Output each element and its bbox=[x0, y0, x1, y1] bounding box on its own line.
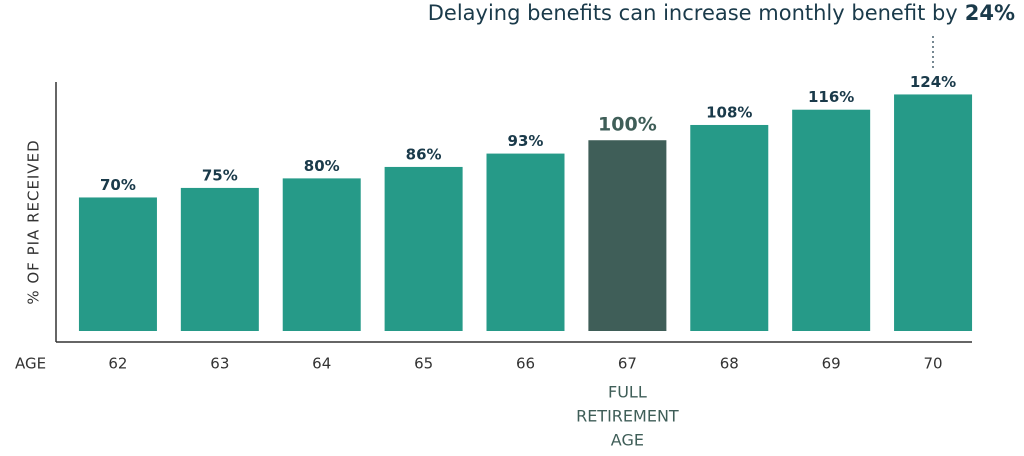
value-label: 124% bbox=[910, 73, 956, 91]
bar bbox=[792, 109, 871, 331]
annotation-text: Delaying benefits can increase monthly b… bbox=[428, 1, 958, 25]
highlight-note: FULL bbox=[608, 383, 647, 402]
bar bbox=[78, 197, 157, 331]
bar bbox=[894, 94, 973, 331]
x-tick-label: 70 bbox=[924, 355, 943, 373]
value-label: 116% bbox=[808, 88, 854, 106]
value-label: 108% bbox=[706, 103, 752, 121]
bar bbox=[486, 153, 565, 331]
bar bbox=[282, 178, 361, 331]
annotation-highlight: 24% bbox=[965, 1, 1015, 25]
x-tick-label: 69 bbox=[822, 355, 841, 373]
highlight-note: RETIREMENT bbox=[576, 407, 679, 426]
bar bbox=[690, 124, 769, 331]
highlight-note: AGE bbox=[611, 431, 644, 450]
x-tick-label: 65 bbox=[414, 355, 433, 373]
value-label: 80% bbox=[304, 157, 340, 175]
bar bbox=[588, 140, 667, 331]
bar bbox=[384, 166, 463, 331]
x-axis-label: AGE bbox=[15, 355, 46, 373]
annotation: Delaying benefits can increase monthly b… bbox=[428, 1, 1015, 25]
x-tick-label: 66 bbox=[516, 355, 535, 373]
value-label: 70% bbox=[100, 176, 136, 194]
x-tick-label: 62 bbox=[108, 355, 127, 373]
value-label: 100% bbox=[598, 114, 657, 136]
x-tick-label: 67 bbox=[618, 355, 637, 373]
value-label: 86% bbox=[406, 145, 442, 163]
x-tick-label: 68 bbox=[720, 355, 739, 373]
value-label: 93% bbox=[508, 132, 544, 150]
x-tick-label: 63 bbox=[210, 355, 229, 373]
bar bbox=[180, 187, 259, 331]
y-axis-label: % OF PIA RECEIVED bbox=[25, 139, 43, 304]
value-label: 75% bbox=[202, 166, 238, 184]
x-tick-label: 64 bbox=[312, 355, 331, 373]
